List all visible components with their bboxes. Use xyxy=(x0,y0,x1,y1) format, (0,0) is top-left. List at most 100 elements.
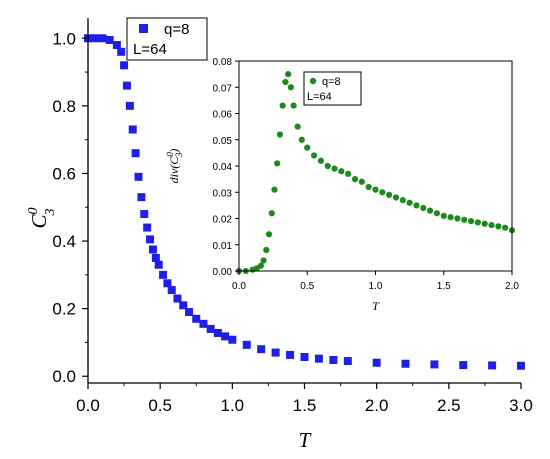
main-legend-label-l: L=64 xyxy=(133,41,167,58)
inset-data-point xyxy=(502,224,509,231)
inset-data-point xyxy=(399,197,406,204)
main-y-tick-label: 0.2 xyxy=(52,300,76,319)
inset-data-point xyxy=(481,220,488,227)
inset-data-point xyxy=(365,183,372,191)
main-data-point xyxy=(134,172,143,181)
inset-data-point xyxy=(440,212,447,219)
main-y-tick-label: 0.8 xyxy=(52,97,76,116)
inset-data-point xyxy=(454,215,461,222)
main-y-tick-label: 0.6 xyxy=(52,164,76,183)
inset-x-tick-label: 0.5 xyxy=(300,281,314,292)
inset-data-point xyxy=(467,218,475,225)
main-data-point xyxy=(206,324,215,333)
inset-data-point xyxy=(474,219,481,226)
inset-data-point xyxy=(317,157,324,164)
inset-chart: 0.0 0.5 1.0 1.5 2.0 0.00 0.01 0.02 0.03 0.04 0.05… xyxy=(165,57,519,313)
main-data-point xyxy=(131,149,140,158)
main-data-point xyxy=(372,358,381,367)
main-data-point xyxy=(98,34,107,43)
main-data-point xyxy=(167,286,176,295)
main-x-tick-label: 3.0 xyxy=(509,396,533,415)
main-data-point xyxy=(128,125,137,134)
inset-data-point xyxy=(351,176,359,183)
main-data-point xyxy=(286,350,295,359)
inset-y-tick-label: 0.03 xyxy=(213,188,233,199)
inset-data-point xyxy=(461,216,468,223)
inset-data-point xyxy=(392,194,400,201)
inset-data-point xyxy=(279,102,286,109)
main-y-axis-title-subscript: 3 xyxy=(43,208,58,216)
inset-data-point xyxy=(447,214,454,221)
inset-x-axis-title: T xyxy=(372,299,380,313)
inset-y-axis-title: div(C03) xyxy=(165,149,184,184)
main-data-point xyxy=(117,47,126,56)
main-x-tick-label: 2.5 xyxy=(437,396,461,415)
inset-y-tick-label: 0.02 xyxy=(213,215,233,226)
main-y-tick-label: 0.4 xyxy=(52,232,76,251)
main-data-point xyxy=(163,279,172,288)
main-data-point xyxy=(159,270,168,279)
main-x-tick-label: 1.0 xyxy=(221,396,245,415)
main-data-point xyxy=(185,308,194,317)
inset-data-point xyxy=(406,199,413,206)
inset-data-point xyxy=(358,178,365,185)
inset-data-point xyxy=(324,162,331,170)
inset-data-point xyxy=(338,168,345,175)
main-legend: q=8 L=64 xyxy=(126,17,208,61)
main-data-point xyxy=(271,348,280,357)
main-data-point xyxy=(151,253,160,262)
inset-data-point xyxy=(287,84,294,91)
inset-y-tick-label: 0.04 xyxy=(213,162,233,173)
main-y-tick-label: 0.0 xyxy=(52,367,76,386)
inset-legend-box xyxy=(303,71,362,106)
inset-legend-label-q: q=8 xyxy=(322,76,341,88)
inset-x-ticks: 0.0 0.5 1.0 1.5 2.0 xyxy=(232,271,519,292)
main-x-axis-title: T xyxy=(299,428,312,452)
main-data-point xyxy=(300,352,309,361)
main-data-point xyxy=(192,314,201,323)
main-data-point xyxy=(125,101,134,110)
inset-data-point xyxy=(285,71,292,78)
inset-y-axis-title-subscript: 3 xyxy=(174,152,184,158)
main-data-point xyxy=(105,35,114,44)
inset-data-point xyxy=(282,78,289,86)
inset-data-point xyxy=(413,202,420,209)
inset-data-point xyxy=(304,144,311,151)
inset-data-point xyxy=(290,102,297,109)
inset-x-tick-label: 1.0 xyxy=(369,281,383,292)
inset-data-point xyxy=(495,223,502,230)
inset-series-markers xyxy=(235,71,516,275)
inset-y-tick-label: 0.05 xyxy=(213,136,233,147)
inset-data-point xyxy=(488,221,495,229)
main-data-point xyxy=(314,354,323,363)
main-data-point xyxy=(137,193,146,202)
main-data-point xyxy=(329,356,338,365)
main-data-point xyxy=(257,345,266,354)
main-legend-label-q: q=8 xyxy=(164,21,189,38)
inset-data-point xyxy=(433,210,441,217)
inset-data-point xyxy=(271,186,278,193)
inset-data-point xyxy=(372,186,379,193)
inset-data-point xyxy=(420,204,427,212)
inset-data-point xyxy=(386,191,393,198)
inset-data-point xyxy=(298,136,305,143)
inset-x-tick-label: 2.0 xyxy=(505,281,519,292)
inset-y-tick-label: 0.01 xyxy=(213,241,233,252)
main-y-ticks: 0.0 0.2 0.4 0.6 0.8 1.0 xyxy=(52,29,88,386)
inset-y-tick-label: 0.08 xyxy=(213,57,233,68)
main-data-point xyxy=(459,361,468,370)
inset-data-point xyxy=(310,152,318,159)
main-x-tick-label: 1.5 xyxy=(293,396,317,415)
main-data-point xyxy=(146,235,155,244)
main-y-tick-label: 1.0 xyxy=(52,29,76,48)
inset-data-point xyxy=(268,210,275,217)
main-data-point xyxy=(242,340,251,349)
inset-data-point xyxy=(294,123,301,130)
main-legend-marker xyxy=(139,24,148,33)
main-data-point xyxy=(430,360,439,369)
inset-x-tick-label: 0.0 xyxy=(232,281,246,292)
main-x-tick-label: 0.5 xyxy=(148,396,172,415)
main-data-point xyxy=(401,359,410,368)
main-data-point xyxy=(221,332,230,341)
main-y-axis-title-superscript: 0 xyxy=(26,207,41,214)
